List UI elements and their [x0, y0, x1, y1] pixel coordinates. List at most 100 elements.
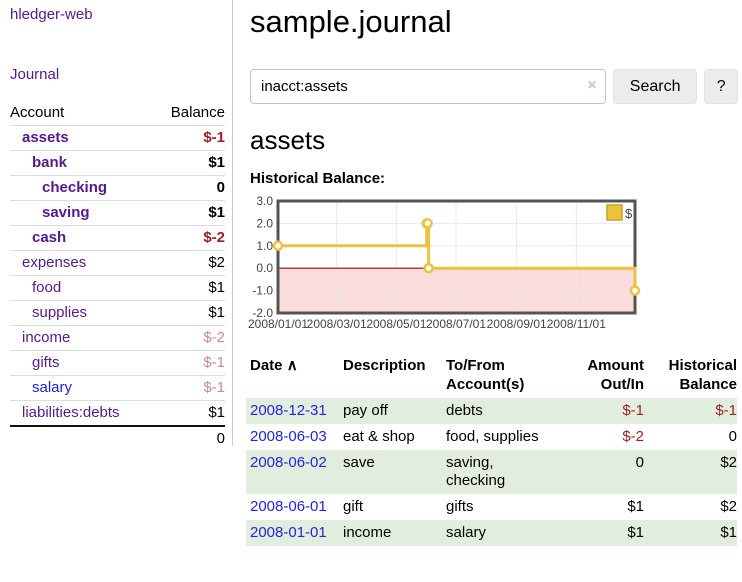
clear-search-icon[interactable]: × [587, 77, 597, 94]
account-balance: $-1 [153, 375, 225, 401]
account-row: bank $1 [10, 150, 225, 176]
historical-balance-chart: $3.0 2.0 1.0 0.0 -1.0 -2.0 2008/01/01 2008/03/0… [248, 194, 668, 334]
transaction-description: eat & shop [343, 428, 415, 445]
search-form: × Search ? [250, 69, 738, 104]
transaction-amount: 0 [635, 454, 644, 471]
transaction-accounts: gifts [446, 494, 556, 520]
svg-text:2008/03/01: 2008/03/01 [307, 317, 367, 331]
account-link-expenses[interactable]: expenses [22, 254, 87, 271]
account-name-cell: bank [10, 150, 154, 176]
transaction-row: 2008-12-31 pay off debts $-1 $-1 [246, 398, 737, 424]
transaction-date-link[interactable]: 2008-01-01 [250, 524, 327, 541]
transaction-accounts: debts [446, 398, 556, 424]
chart-title: Historical Balance: [250, 170, 386, 187]
svg-text:$: $ [625, 206, 633, 221]
transaction-row: 2008-06-03 eat & shop food, supplies $-2 0 [246, 424, 737, 450]
account-link-salary[interactable]: salary [32, 379, 73, 396]
transaction-accounts: salary [446, 520, 556, 546]
svg-text:2008/09/01: 2008/09/01 [487, 317, 547, 331]
transaction-description: gift [343, 498, 364, 515]
account-link-cash[interactable]: cash [32, 229, 67, 246]
account-name-cell: salary [10, 375, 154, 401]
sidebar-item-journal[interactable]: Journal [10, 66, 60, 83]
account-link-bank[interactable]: bank [32, 154, 68, 171]
account-link-income[interactable]: income [22, 329, 71, 346]
register-table-body: 2008-12-31 pay off debts $-1 $-1 2008-06-03 ea… [246, 398, 737, 546]
account-name-cell: expenses [10, 250, 154, 276]
account-row: assets $-1 [10, 125, 225, 151]
account-balance: $1 [153, 200, 225, 226]
transaction-amount: $-1 [622, 402, 644, 419]
account-row: cash $-2 [10, 225, 225, 251]
transaction-date-link[interactable]: 2008-06-01 [250, 498, 327, 515]
main-content: sample.journal × Search ? assets Histori… [246, 0, 738, 546]
transaction-description: save [343, 454, 375, 471]
account-row: food $1 [10, 275, 225, 301]
accounts-total-row: 0 [10, 425, 225, 451]
transaction-date-cell: 2008-06-02 [246, 450, 343, 494]
account-name-cell: supplies [10, 300, 154, 326]
posting-account: supplies [483, 428, 539, 445]
account-balance: $1 [153, 150, 225, 176]
transaction-balance: $1 [720, 524, 737, 541]
account-balance: $-2 [153, 225, 225, 251]
transaction-amount: $1 [627, 524, 644, 541]
account-balance: $-1 [153, 125, 225, 151]
app-brand-link[interactable]: hledger-web [10, 6, 93, 23]
transaction-balance: 0 [728, 428, 737, 445]
account-link-checking[interactable]: checking [42, 179, 108, 196]
account-name-cell: cash [10, 225, 154, 251]
search-button[interactable]: Search [612, 69, 698, 104]
sidebar: hledger-web Journal Account Balance asse… [0, 0, 233, 451]
account-name-cell: checking [10, 175, 154, 201]
transaction-balance: $2 [720, 454, 737, 471]
account-link-food[interactable]: food [32, 279, 62, 296]
account-row: gifts $-1 [10, 350, 225, 376]
account-name-cell: saving [10, 200, 154, 226]
account-link-liabilities:debts[interactable]: liabilities:debts [22, 404, 120, 421]
transaction-date-cell: 2008-06-03 [246, 424, 343, 450]
account-balance: $-1 [153, 350, 225, 376]
account-row: supplies $1 [10, 300, 225, 326]
search-input[interactable] [250, 69, 606, 104]
account-row: saving $1 [10, 200, 225, 226]
account-link-saving[interactable]: saving [42, 204, 90, 221]
transaction-description: income [343, 524, 392, 541]
accounts-table: Account Balance assets $-1 bank $1 checking 0… [10, 101, 225, 451]
balance-column-header: Balance [153, 101, 225, 126]
transaction-date-link[interactable]: 2008-06-02 [250, 454, 327, 471]
posting-account: food, [446, 428, 480, 445]
help-button[interactable]: ? [704, 69, 738, 104]
transaction-date-link[interactable]: 2008-12-31 [250, 402, 327, 419]
svg-text:2008/07/01: 2008/07/01 [426, 317, 486, 331]
svg-text:3.0: 3.0 [256, 194, 273, 208]
transaction-date-link[interactable]: 2008-06-03 [250, 428, 327, 445]
svg-text:2008/01/01: 2008/01/01 [248, 317, 308, 331]
amount-column-header: Amount Out/In [587, 357, 644, 393]
accounts-total-spacer [10, 425, 154, 451]
transaction-accounts: saving, checking [446, 450, 556, 494]
date-column-header[interactable]: Date ∧ [250, 357, 298, 374]
svg-text:0.0: 0.0 [256, 261, 273, 275]
svg-text:-1.0: -1.0 [252, 284, 273, 298]
account-name-cell: food [10, 275, 154, 301]
transaction-row: 2008-01-01 income salary $1 $1 [246, 520, 737, 546]
account-balance: 0 [153, 175, 225, 201]
account-link-supplies[interactable]: supplies [32, 304, 88, 321]
accounts-total-balance: 0 [153, 425, 225, 451]
accounts-column-header: To/From Account(s) [446, 357, 525, 393]
accounts-table-body: assets $-1 bank $1 checking 0 saving $1 cash $-2 e… [10, 125, 225, 427]
account-link-gifts[interactable]: gifts [32, 354, 60, 371]
account-name-cell: liabilities:debts [10, 400, 154, 427]
account-balance: $2 [153, 250, 225, 276]
accounts-table-header-row: Account Balance [10, 101, 225, 126]
posting-account: debts [446, 402, 483, 419]
account-balance: $1 [153, 300, 225, 326]
search-input-wrapper: × [250, 69, 606, 104]
transaction-row: 2008-06-02 save saving, checking 0 $2 [246, 450, 737, 494]
transaction-amount: $1 [627, 498, 644, 515]
account-link-assets[interactable]: assets [22, 129, 69, 146]
account-row: expenses $2 [10, 250, 225, 276]
account-name-cell: income [10, 325, 154, 351]
svg-text:2008/05/01: 2008/05/01 [366, 317, 426, 331]
